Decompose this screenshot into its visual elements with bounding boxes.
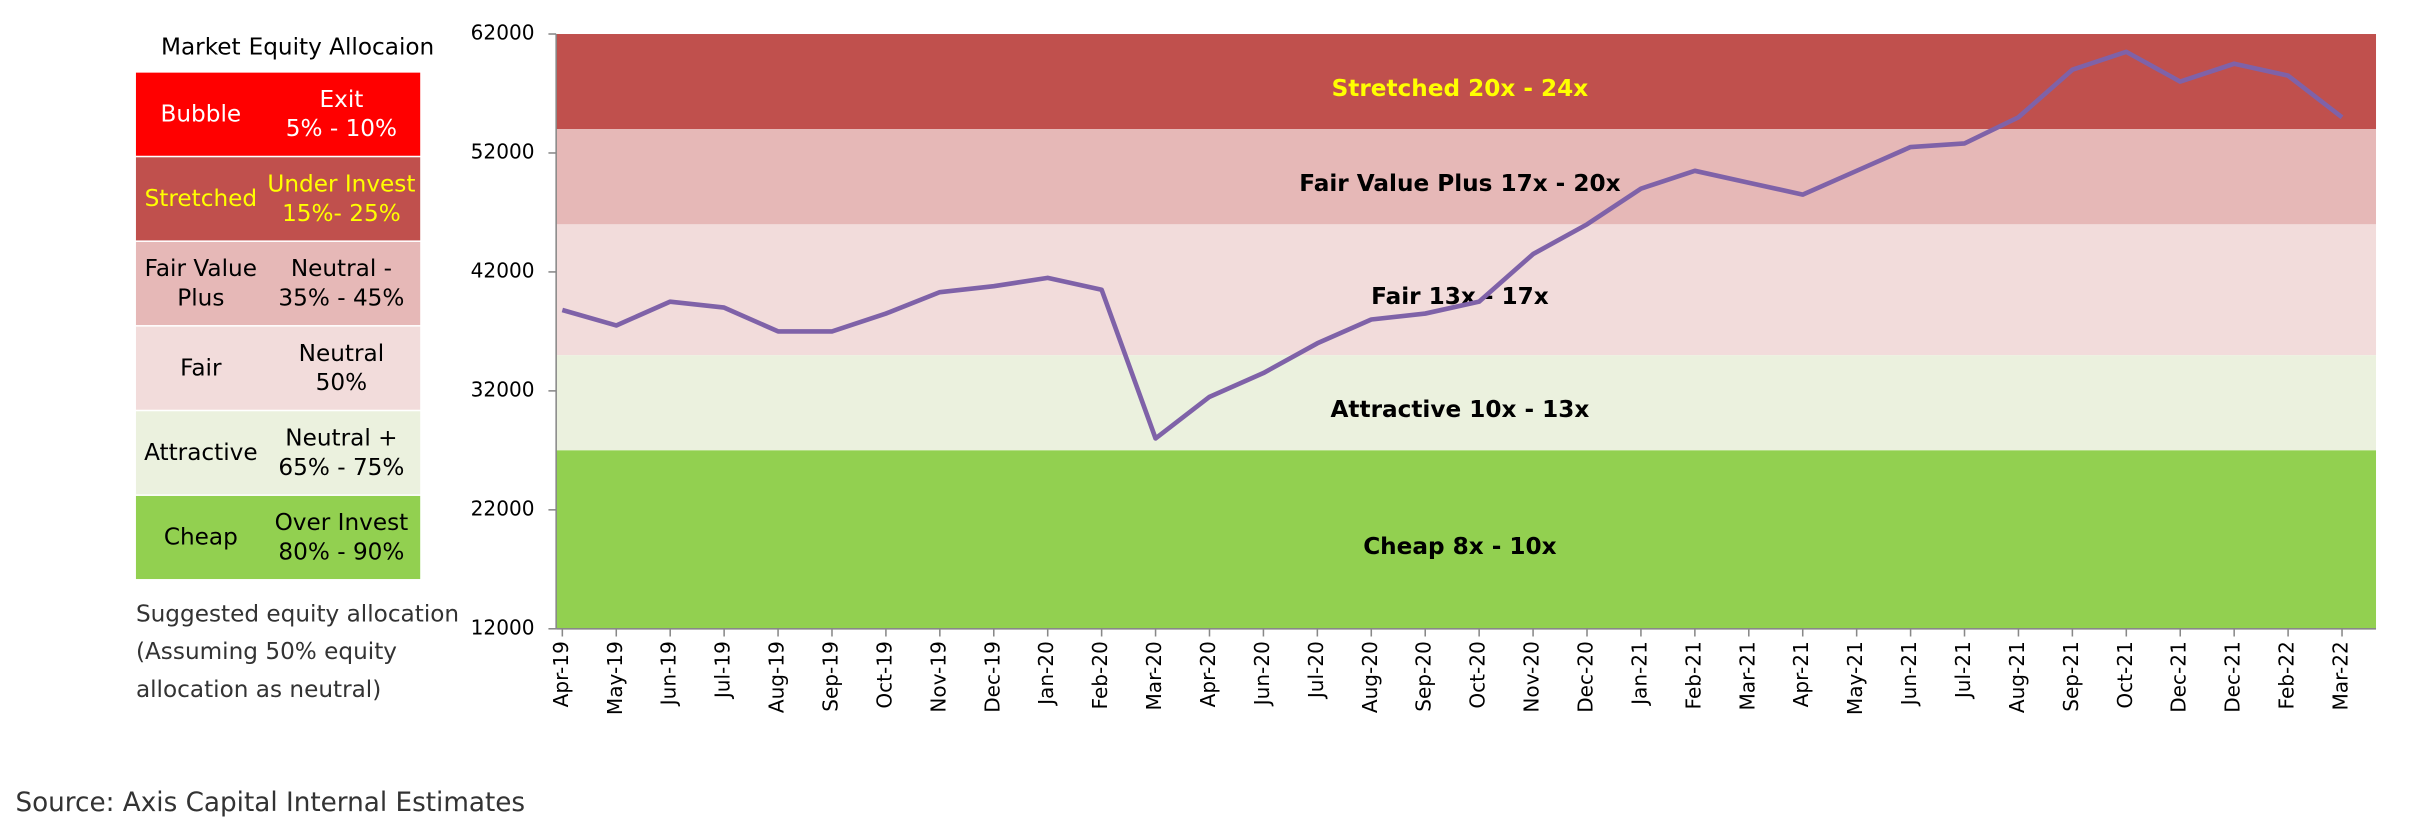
x-tick-label: Jun-19 [657, 641, 681, 707]
x-tick-label: Mar-22 [2329, 641, 2353, 710]
x-tick-label: Aug-21 [2005, 641, 2029, 713]
band [556, 224, 2377, 356]
x-tick-label: Sep-19 [818, 641, 842, 712]
x-tick-label: Apr-21 [1789, 641, 1813, 707]
x-tick-label: Oct-19 [872, 641, 896, 709]
table-row [135, 241, 421, 326]
x-tick-label: Feb-20 [1088, 641, 1112, 709]
band [556, 450, 2377, 629]
table-cell: Over Invest [275, 509, 409, 536]
band-label: Fair Value Plus 17x - 20x [1299, 170, 1620, 197]
x-tick-label: Jul-19 [711, 641, 735, 700]
table-cell: 15%- 25% [282, 200, 401, 227]
x-tick-label: Dec-19 [980, 641, 1004, 713]
x-tick-label: Mar-20 [1142, 641, 1166, 710]
table-row [135, 411, 421, 495]
table-row [135, 326, 421, 410]
table-cell: Plus [177, 284, 224, 311]
x-tick-label: Jun-21 [1897, 641, 1921, 707]
y-tick-label: 12000 [471, 615, 535, 639]
table-cell: Attractive [144, 439, 258, 466]
x-tick-label: Sep-20 [1412, 641, 1436, 712]
table-cell: Fair [180, 354, 222, 381]
band [556, 129, 2377, 225]
x-tick-label: Jun-20 [1250, 641, 1274, 707]
x-tick-label: Feb-21 [1681, 641, 1705, 709]
table-cell: Bubble [161, 100, 242, 127]
note: (Assuming 50% equity [136, 638, 397, 665]
y-tick-label: 42000 [471, 258, 535, 282]
line-series [561, 49, 2344, 441]
table-cell: Neutral [299, 340, 384, 367]
table-header: Market [161, 33, 241, 60]
y-tick-label: 22000 [471, 496, 535, 520]
table-cell: Fair Value [145, 255, 257, 282]
x-tick-label: May-21 [1843, 641, 1867, 715]
x-tick-label: Dec-21 [2167, 641, 2191, 713]
x-tick-label: Jul-21 [1951, 641, 1975, 700]
x-tick-label: Apr-20 [1196, 641, 1220, 707]
y-tick-label: 62000 [471, 21, 535, 45]
table-cell: 65% - 75% [278, 454, 404, 481]
source: Source: Axis Capital Internal Estimates [15, 788, 525, 818]
table-header: Equity Allocaion [249, 33, 435, 60]
band [556, 355, 2377, 451]
table-cell: 80% - 90% [278, 538, 404, 565]
x-tick-label: Oct-21 [2113, 641, 2137, 709]
table-cell: Stretched [145, 185, 257, 212]
x-tick-label: Oct-20 [1466, 641, 1490, 709]
table-cell: Under Invest [267, 170, 415, 197]
x-tick-label: May-19 [603, 641, 627, 715]
x-tick-label: Dec-20 [1574, 641, 1598, 713]
table-cell: Cheap [164, 524, 238, 551]
y-tick-label: 32000 [471, 377, 535, 401]
table-cell: 50% [316, 369, 367, 396]
x-tick-label: Sep-21 [2059, 641, 2083, 712]
x-tick-label: Jan-20 [1034, 641, 1058, 707]
x-tick-label: Feb-22 [2275, 641, 2299, 709]
x-tick-label: Jul-20 [1304, 641, 1328, 700]
x-tick-label: Mar-21 [1735, 641, 1759, 710]
x-tick-label: Aug-20 [1358, 641, 1382, 713]
band-label: Cheap 8x - 10x [1363, 533, 1556, 560]
table-cell: Neutral - [291, 255, 392, 282]
table-cell: 5% - 10% [286, 115, 397, 142]
y-tick-label: 52000 [471, 139, 535, 163]
x-tick-label: Jan-21 [1627, 641, 1651, 707]
x-tick-label: Nov-19 [926, 641, 950, 712]
table-cell: Neutral + [285, 424, 397, 451]
x-tick-label: Aug-19 [765, 641, 789, 713]
x-tick-label: Dec-21 [2221, 641, 2245, 713]
band-label: Stretched 20x - 24x [1332, 75, 1589, 102]
table-row [135, 495, 421, 580]
note: allocation as neutral) [136, 676, 381, 703]
table-row [135, 72, 421, 156]
table-row [135, 157, 421, 241]
band-label: Attractive 10x - 13x [1331, 396, 1590, 423]
x-tick-label: Nov-20 [1520, 641, 1544, 712]
table-cell: Exit [319, 86, 363, 113]
table-cell: 35% - 45% [278, 284, 404, 311]
band [556, 34, 2377, 130]
x-tick-label: Apr-19 [549, 641, 573, 707]
note: Suggested equity allocation [136, 600, 459, 627]
